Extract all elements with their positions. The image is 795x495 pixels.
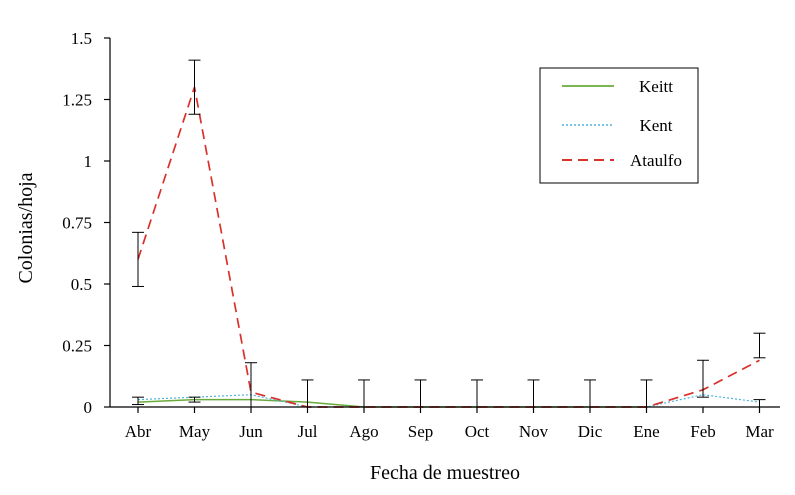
series-line-keitt — [137, 398, 647, 408]
error-bar — [697, 359, 709, 398]
y-tick-label: 0.5 — [71, 275, 92, 294]
x-tick-label: Nov — [519, 422, 549, 441]
y-axis-title: Colonias/hoja — [15, 172, 37, 283]
x-tick-label: Oct — [465, 422, 490, 441]
y-tick-label: 1 — [84, 152, 93, 171]
error-bar — [584, 379, 596, 408]
error-bar — [753, 332, 766, 359]
x-tick-label: Jul — [298, 422, 318, 441]
series-line-kent — [137, 394, 760, 408]
x-tick-label: Sep — [408, 422, 434, 441]
x-tick-label: Jun — [239, 422, 263, 441]
y-ticks: 0 0.25 0.5 0.75 1 1.25 1.5 — [62, 29, 110, 417]
x-tick-label: Feb — [690, 422, 716, 441]
error-bar — [188, 396, 201, 403]
error-bar — [358, 379, 370, 408]
legend-label-keitt: Keitt — [639, 77, 673, 96]
legend: Keitt Kent Ataulfo — [539, 67, 699, 184]
x-tick-label: May — [179, 422, 211, 441]
y-tick-label: 0.25 — [62, 337, 92, 356]
x-tick-label: Ago — [349, 422, 378, 441]
y-tick-label: 0 — [84, 398, 93, 417]
x-tick-label: Ene — [633, 422, 659, 441]
x-tick-label: Abr — [125, 422, 152, 441]
error-bar — [527, 379, 540, 408]
error-bar — [640, 379, 653, 408]
error-bar — [132, 231, 144, 287]
legend-label-ataulfo: Ataulfo — [630, 151, 682, 170]
error-bar — [188, 59, 201, 115]
error-bar — [132, 396, 144, 406]
x-axis-title: Fecha de muestreo — [370, 462, 520, 484]
error-bar — [471, 379, 483, 408]
legend-label-kent: Kent — [639, 116, 672, 135]
y-tick-label: 1.25 — [62, 91, 92, 110]
error-bar — [414, 379, 427, 408]
x-ticks: Abr May Jun Jul Ago Sep Oct Nov Dic Ene Feb Mar — [125, 407, 774, 441]
x-tick-label: Dic — [578, 422, 603, 441]
y-tick-label: 1.5 — [71, 29, 92, 48]
error-bar — [753, 399, 766, 408]
y-tick-label: 0.75 — [62, 214, 92, 233]
x-tick-label: Mar — [745, 422, 774, 441]
